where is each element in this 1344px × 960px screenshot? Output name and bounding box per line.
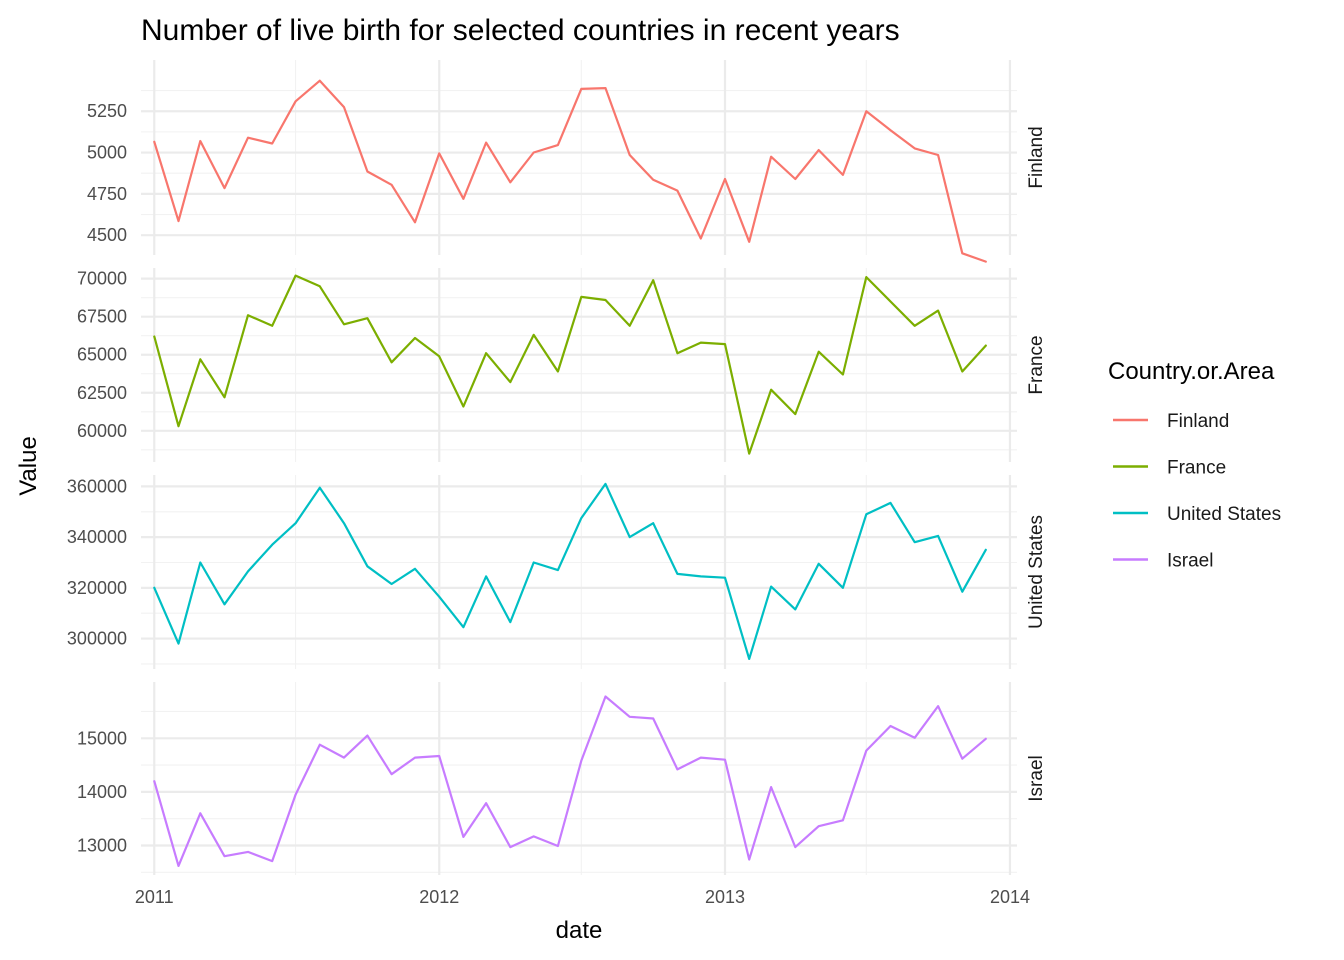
y-tick-label: 70000 bbox=[77, 269, 127, 289]
chart-title: Number of live birth for selected countr… bbox=[141, 14, 900, 47]
facet-strip-label: United States bbox=[1026, 515, 1047, 629]
y-tick-label: 15000 bbox=[77, 728, 127, 748]
x-axis: 2011 2012 2013 2014 bbox=[135, 887, 1030, 907]
y-tick-label: 360000 bbox=[67, 476, 127, 496]
legend-label: Finland bbox=[1167, 411, 1229, 432]
facet-strip-label: Finland bbox=[1026, 126, 1047, 188]
x-tick-label: 2012 bbox=[419, 887, 459, 907]
legend-item-france: France bbox=[1113, 458, 1226, 479]
legend-label: Israel bbox=[1167, 551, 1213, 572]
y-tick-label: 62500 bbox=[77, 383, 127, 403]
x-axis-title: date bbox=[556, 917, 603, 944]
series-line-israel bbox=[153, 695, 987, 868]
legend: Country.or.Area Finland France United Stat… bbox=[1108, 358, 1281, 572]
y-tick-label: 14000 bbox=[77, 782, 127, 802]
facet-panel-finland: 4500 4750 5000 5250 Finland bbox=[87, 60, 1047, 263]
y-tick-label: 4500 bbox=[87, 225, 127, 245]
y-tick-label: 67500 bbox=[77, 307, 127, 327]
y-tick-label: 4750 bbox=[87, 184, 127, 204]
facet-panel-israel: 13000 14000 15000 Israel bbox=[77, 682, 1047, 875]
y-tick-label: 60000 bbox=[77, 421, 127, 441]
legend-label: United States bbox=[1167, 504, 1281, 525]
facet-strip-label: Israel bbox=[1026, 755, 1047, 801]
series-line-france bbox=[153, 274, 987, 455]
y-tick-label: 5250 bbox=[87, 101, 127, 121]
legend-item-israel: Israel bbox=[1113, 551, 1213, 572]
y-tick-label: 5000 bbox=[87, 143, 127, 163]
facet-panel-france: 60000 62500 65000 67500 70000 France bbox=[77, 268, 1047, 462]
facet-panels: 4500 4750 5000 5250 Finland 60000 62500 65000 67… bbox=[67, 60, 1047, 875]
legend-title: Country.or.Area bbox=[1108, 358, 1275, 385]
y-tick-label: 13000 bbox=[77, 836, 127, 856]
legend-item-finland: Finland bbox=[1113, 411, 1229, 432]
legend-item-united-states: United States bbox=[1113, 504, 1281, 525]
x-tick-label: 2011 bbox=[135, 887, 174, 907]
x-tick-label: 2013 bbox=[705, 887, 745, 907]
legend-label: France bbox=[1167, 458, 1226, 479]
x-tick-label: 2014 bbox=[990, 887, 1030, 907]
y-axis-title: Value bbox=[15, 436, 42, 496]
facet-panel-united-states: 300000 320000 340000 360000 United States bbox=[67, 475, 1047, 669]
series-line-finland bbox=[153, 79, 987, 263]
series-line-united-states bbox=[153, 482, 987, 661]
facet-strip-label: France bbox=[1026, 335, 1047, 394]
y-tick-label: 65000 bbox=[77, 345, 127, 365]
y-tick-label: 300000 bbox=[67, 629, 127, 649]
y-tick-label: 320000 bbox=[67, 578, 127, 598]
y-tick-label: 340000 bbox=[67, 527, 127, 547]
